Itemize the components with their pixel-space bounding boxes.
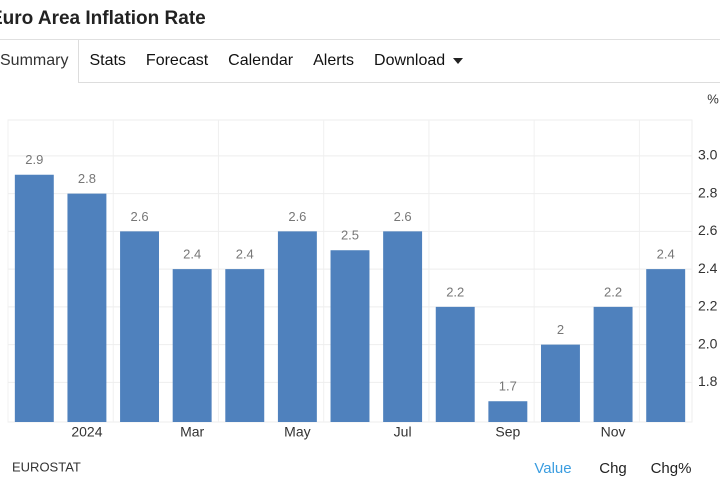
data-label: 2.6 [130, 209, 148, 224]
data-label: 2.6 [394, 209, 412, 224]
x-tick-label: Nov [601, 424, 626, 440]
y-tick-label: 3.0 [698, 147, 718, 163]
bar [330, 250, 370, 422]
bar [383, 231, 423, 422]
data-label: 2.2 [604, 284, 622, 299]
y-tick-label: 2.2 [698, 298, 718, 314]
y-tick-label: 2.4 [698, 260, 718, 276]
footer-option[interactable]: Chg% [651, 460, 692, 477]
footer-option[interactable]: Value [534, 460, 571, 477]
source: EUROSTAT [12, 459, 81, 474]
page-title: Euro Area Inflation Rate [0, 0, 720, 40]
x-tick-label: Jul [394, 424, 412, 440]
unit-label: % [707, 91, 719, 106]
footer-option[interactable]: Chg [599, 460, 627, 477]
data-label: 2.4 [183, 247, 201, 262]
bar [67, 193, 107, 422]
data-label: 1.7 [499, 379, 517, 394]
data-label: 2.6 [288, 209, 306, 224]
x-tick-label: 2024 [71, 424, 102, 440]
tab-label: Download [374, 52, 446, 69]
y-tick-label: 2.6 [698, 222, 718, 238]
bar [120, 231, 160, 422]
data-label: 2 [557, 322, 564, 337]
bar [435, 306, 475, 422]
tab[interactable]: Download [364, 40, 473, 82]
bar [540, 344, 580, 422]
tab[interactable]: Forecast [145, 52, 209, 69]
data-label: 2.4 [236, 247, 254, 262]
title-text: Euro Area Inflation Rate [0, 8, 206, 29]
tab[interactable]: Alerts [313, 52, 355, 69]
data-label: 2.9 [25, 152, 43, 167]
tab[interactable]: Calendar [228, 52, 294, 69]
tab-bar: Summary Stats Forecast Calendar Alerts D… [0, 40, 720, 83]
x-tick-label: May [284, 424, 310, 440]
y-tick-label: 2.8 [698, 184, 718, 200]
x-tick-label: Mar [180, 424, 204, 440]
tab[interactable]: Stats [89, 52, 126, 69]
bar [593, 306, 633, 422]
bar [225, 269, 265, 422]
y-tick-label: 2.0 [698, 335, 718, 351]
bar [646, 269, 686, 422]
data-label: 2.5 [341, 228, 359, 243]
caret [453, 57, 464, 64]
y-tick-label: 1.8 [698, 373, 718, 389]
bar [14, 174, 54, 422]
data-label: 2.4 [657, 247, 675, 262]
bar [172, 269, 212, 422]
x-tick-label: Sep [495, 424, 520, 440]
data-label: 2.8 [78, 171, 96, 186]
bar [488, 401, 528, 422]
tab[interactable]: Summary [0, 40, 80, 83]
bar [277, 231, 317, 422]
data-label: 2.2 [446, 284, 464, 299]
